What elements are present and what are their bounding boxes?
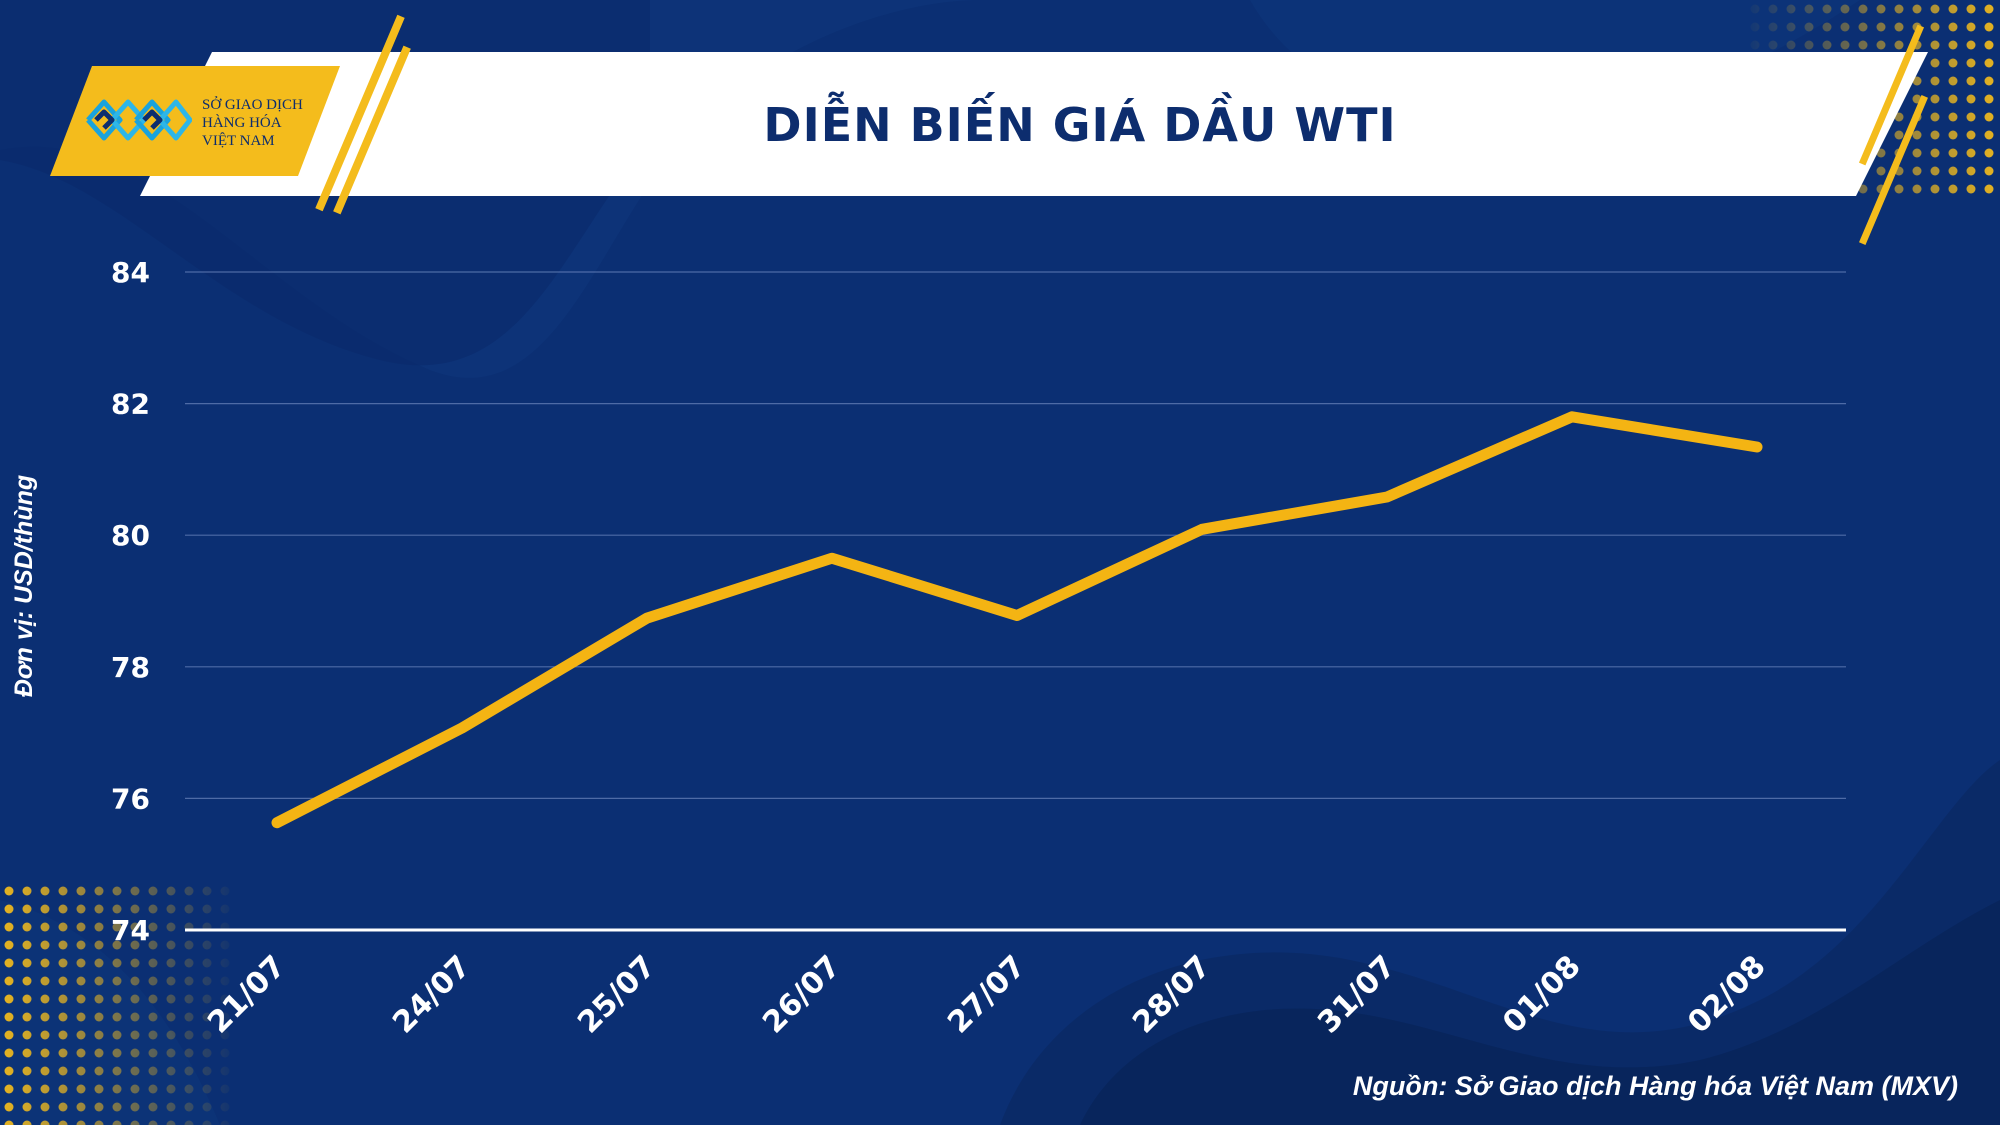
logo-line-3: VIỆT NAM xyxy=(202,133,275,149)
title-banner xyxy=(140,52,1928,196)
x-tick-label: 01/08 xyxy=(1496,949,1588,1041)
data-point xyxy=(1569,413,1575,420)
x-tick-label: 25/07 xyxy=(571,949,663,1041)
y-tick-label: 80 xyxy=(111,519,150,552)
x-tick-label: 24/07 xyxy=(386,949,478,1041)
x-tick-label: 27/07 xyxy=(941,949,1033,1041)
data-point xyxy=(644,615,650,622)
data-point xyxy=(1014,612,1020,619)
source-note: Nguồn: Sở Giao dịch Hàng hóa Việt Nam (M… xyxy=(1352,1071,1958,1101)
y-tick-label: 84 xyxy=(111,256,150,289)
series-line xyxy=(271,411,1763,829)
data-point xyxy=(1199,526,1205,533)
logo-text: SỞ GIAO DỊCH HÀNG HÓA VIỆT NAM xyxy=(202,96,322,150)
y-tick-label: 76 xyxy=(111,782,150,815)
data-point xyxy=(1384,494,1390,500)
chart-title: DIỄN BIẾN GIÁ DẦU WTI xyxy=(763,98,1397,152)
y-tick-label: 74 xyxy=(111,914,150,947)
x-tick-label: 26/07 xyxy=(756,949,848,1041)
logo-line-2: HÀNG HÓA xyxy=(202,115,282,131)
y-tick-label: 82 xyxy=(111,388,150,421)
data-point xyxy=(829,555,835,562)
x-tick-label: 02/08 xyxy=(1681,949,1773,1041)
y-axis-title: Đơn vị: USD/thùng xyxy=(10,474,38,698)
data-point xyxy=(459,725,465,731)
x-tick-label: 21/07 xyxy=(201,949,293,1041)
x-tick-label: 28/07 xyxy=(1126,949,1218,1041)
data-point xyxy=(1754,444,1760,450)
exchange-logo-icon xyxy=(86,99,192,141)
x-tick-label: 31/07 xyxy=(1311,949,1403,1041)
y-tick-label: 78 xyxy=(111,651,150,684)
data-point xyxy=(274,819,280,826)
logo-line-1: SỞ GIAO DỊCH xyxy=(202,97,303,113)
